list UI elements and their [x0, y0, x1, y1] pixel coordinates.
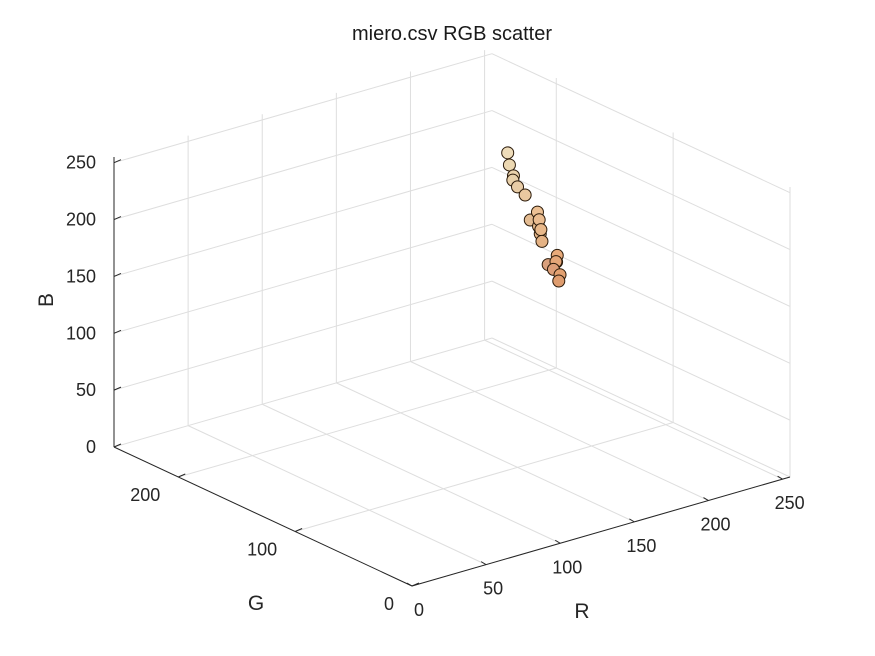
x-tick-mark: [406, 582, 413, 587]
z-tick-mark: [113, 159, 122, 164]
y-tick-label: 100: [247, 539, 277, 559]
grid-line: [491, 280, 791, 421]
z-axis-label: B: [35, 293, 58, 307]
z-tick-mark: [113, 216, 122, 221]
data-point: [518, 188, 532, 202]
y-tick-label: 200: [130, 485, 160, 505]
z-tick-mark: [113, 443, 122, 448]
grid-line: [491, 337, 791, 478]
data-point: [502, 158, 516, 172]
grid-line: [187, 425, 487, 566]
x-tick-mark: [554, 539, 561, 544]
z-tick-mark: [113, 272, 122, 277]
data-point: [511, 180, 525, 194]
data-point: [501, 146, 515, 160]
z-tick-label: 0: [86, 437, 96, 457]
x-tick-mark: [703, 497, 709, 501]
grid-line: [113, 53, 493, 164]
z-tick-mark: [113, 329, 122, 334]
z-tick-label: 50: [76, 380, 96, 400]
grid-line: [491, 110, 791, 251]
grid-line: [113, 166, 493, 277]
grid-line: [336, 382, 635, 523]
z-tick-label: 250: [66, 153, 96, 173]
z-tick-label: 200: [66, 210, 96, 230]
z-tick-label: 100: [66, 323, 96, 343]
x-tick-label: 200: [700, 515, 730, 535]
y-tick-mark: [178, 473, 186, 478]
x-tick-label: 100: [552, 557, 582, 577]
x-tick-label: 50: [483, 579, 503, 599]
grid-line: [262, 403, 561, 544]
grid-line: [484, 339, 783, 480]
grid-line: [491, 166, 791, 307]
grid-line: [113, 280, 493, 391]
tick-labels: 0 50 100 150 200 250 0 100 200 0 50 100 150 200 250: [66, 153, 805, 620]
z-tick-label: 150: [66, 266, 96, 286]
grid-lines: [113, 50, 791, 587]
data-point: [535, 234, 549, 248]
data-point: [534, 223, 548, 237]
x-tick-label: 0: [414, 600, 424, 620]
grid-line: [113, 110, 493, 221]
y-tick-label: 0: [384, 594, 394, 614]
chart-title: miero.csv RGB scatter: [352, 23, 552, 45]
x-axis-label: R: [574, 600, 589, 623]
grid-line: [491, 53, 791, 194]
grid-line: [113, 223, 493, 334]
y-tick-mark: [294, 528, 303, 532]
x-tick-mark: [480, 561, 487, 566]
y-axis-line: [113, 446, 413, 587]
y-axis-label: G: [248, 592, 264, 615]
grid-line: [410, 361, 709, 501]
x-tick-mark: [777, 475, 783, 480]
z-tick-mark: [113, 386, 122, 391]
x-tick-label: 150: [626, 536, 656, 556]
data-points: [501, 146, 567, 288]
grid-line: [113, 337, 493, 448]
grid-line: [294, 422, 674, 532]
x-tick-mark: [629, 518, 635, 523]
x-axis-line: [411, 476, 791, 587]
x-tick-label: 250: [775, 493, 805, 513]
grid-line: [178, 367, 557, 478]
axes: [113, 157, 791, 587]
y-tick-mark: [411, 582, 420, 587]
data-point: [552, 274, 566, 288]
